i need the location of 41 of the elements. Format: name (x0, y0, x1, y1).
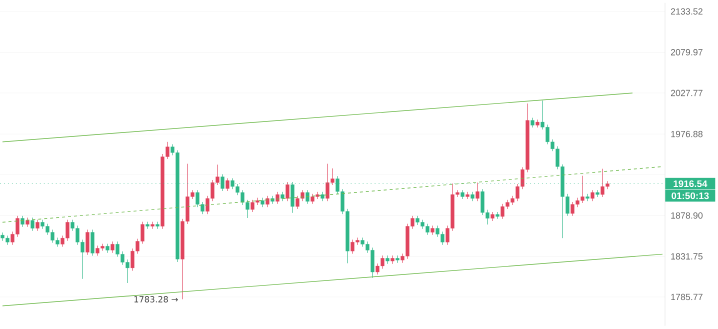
candlestick (466, 192, 470, 200)
candlestick (530, 117, 534, 128)
y-tick-label: 1976.88 (671, 130, 703, 138)
candlestick (146, 221, 150, 230)
annotation: 1783.28 → (134, 296, 178, 302)
candlestick (150, 221, 154, 230)
candlestick (390, 255, 394, 264)
candlestick (156, 221, 160, 230)
candlestick (20, 216, 24, 228)
candlestick (280, 192, 284, 202)
candlestick (286, 182, 290, 202)
candlestick (586, 194, 590, 202)
candlestick (386, 255, 390, 264)
ref-line-label: 1916.54 (674, 180, 708, 188)
candlestick (30, 217, 34, 232)
text: 01:50:13 (672, 192, 709, 200)
candlestick (590, 190, 594, 202)
y-tick-label: 2027.77 (670, 90, 702, 96)
candlestick (476, 182, 480, 202)
candlestick (470, 192, 474, 202)
candlestick (36, 219, 40, 232)
candlestick (430, 225, 434, 236)
candlestick (496, 212, 500, 220)
y-tick-label: 1878.90 (671, 212, 703, 219)
candlestick (106, 243, 110, 254)
candlestick (26, 217, 30, 228)
y-tick-label: 1831.75 (671, 253, 703, 260)
candlestick (86, 229, 90, 256)
candlestick (260, 198, 264, 208)
y-tick-label: 1785.77 (671, 294, 702, 300)
y-tick-label: 2079.97 (670, 49, 702, 56)
candlestick (90, 229, 94, 256)
candlestick (110, 241, 114, 254)
candlestick (596, 190, 600, 198)
candlestick (226, 178, 230, 192)
candlestick (320, 192, 324, 202)
candlestick (266, 196, 270, 208)
candlestick (396, 255, 400, 264)
y-tick-label: 2133.52 (670, 8, 702, 15)
candlestick (306, 190, 310, 204)
candlestick (490, 212, 494, 222)
